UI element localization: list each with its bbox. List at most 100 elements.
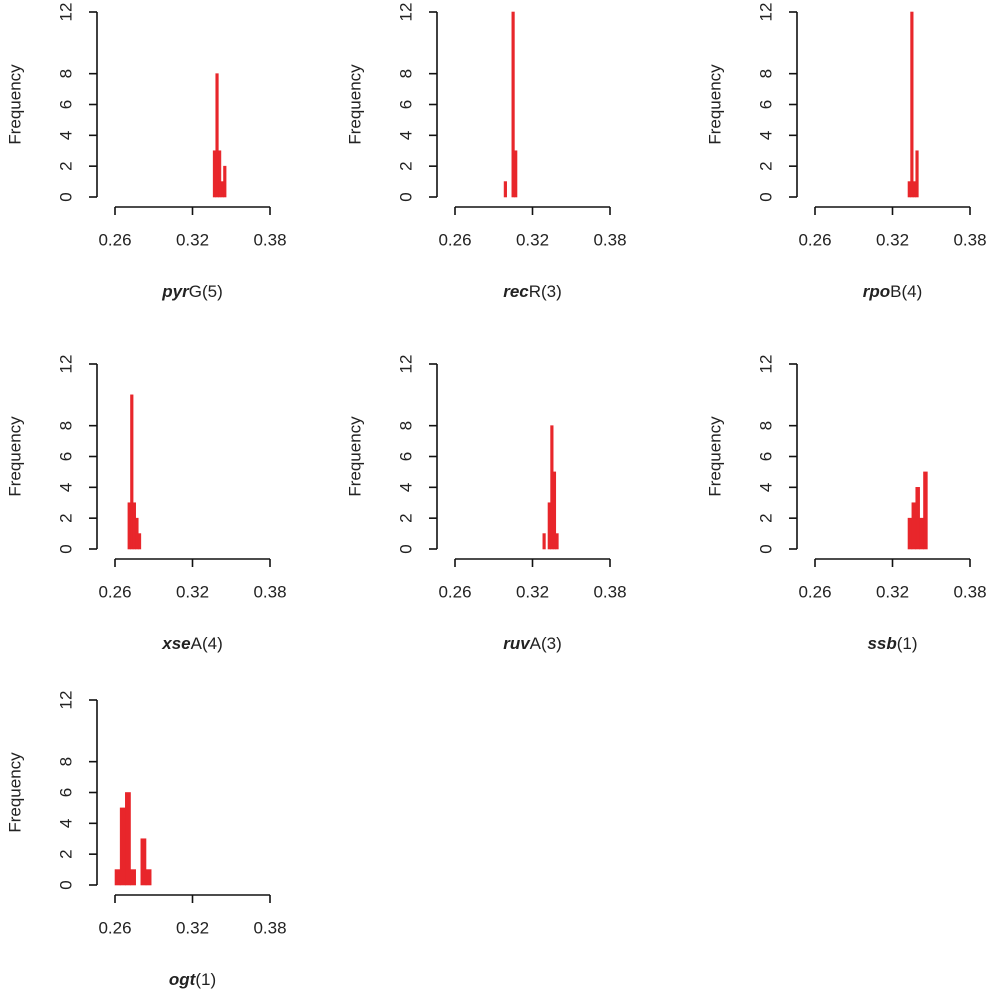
x-tick-label: 0.32 [176,230,209,249]
bar [514,150,518,198]
y-axis-label: Frequency [345,64,364,145]
x-tick-label: 0.26 [798,230,831,249]
x-tick-label: 0.26 [98,582,131,601]
x-axis-label-part: (1) [195,970,216,989]
x-tick-label: 0.26 [438,230,471,249]
y-tick-label: 2 [56,849,75,858]
x-axis-label: ruvA(3) [503,634,562,653]
bar [220,181,224,198]
y-tick-label: 6 [56,452,75,461]
x-tick-label: 0.26 [438,582,471,601]
bar [907,517,913,550]
y-tick-label: 12 [56,355,75,374]
x-axis-label-part: B(4) [890,282,922,301]
y-tick-label: 8 [756,69,775,78]
bar [503,181,507,198]
y-tick-label: 4 [56,819,75,828]
y-axis-label: Frequency [345,416,364,497]
y-axis-label: Frequency [705,64,724,145]
bar [550,425,554,550]
y-tick-label: 12 [56,691,75,710]
y-tick-label: 0 [56,544,75,553]
bar [215,73,219,198]
y-tick-label: 8 [56,757,75,766]
y-tick-label: 2 [756,161,775,170]
panel: 0 2 4 6 8 12 Frequency 0.26 0.32 0.38 pyrG(5) [5,3,286,302]
y-tick-label: 4 [56,483,75,492]
bar [915,150,919,198]
bar [132,502,136,550]
x-tick-label: 0.26 [98,230,131,249]
y-axis-label: Frequency [5,64,24,145]
y-tick-label: 8 [396,69,415,78]
bar [145,869,152,886]
x-tick-label: 0.38 [253,230,286,249]
y-tick-label: 8 [56,421,75,430]
x-tick-label: 0.26 [98,918,131,937]
y-tick-label: 6 [756,452,775,461]
x-tick-label: 0.32 [516,230,549,249]
y-axis-label: Frequency [705,416,724,497]
y-tick-label: 2 [396,161,415,170]
y-tick-label: 8 [396,421,415,430]
x-axis-label-part: R(3) [529,282,562,301]
x-axis-label-part: ruv [503,634,531,653]
bar [218,150,222,198]
y-tick-label: 12 [56,3,75,22]
x-axis-label-part: A(3) [530,634,562,653]
y-tick-label: 6 [756,100,775,109]
x-tick-label: 0.26 [798,582,831,601]
bar [130,869,136,886]
y-tick-label: 6 [396,452,415,461]
y-tick-label: 2 [396,513,415,522]
x-axis-label-part: G(5) [189,282,223,301]
x-axis-label: ogt(1) [169,970,216,989]
y-tick-label: 2 [56,161,75,170]
y-tick-label: 0 [56,880,75,889]
y-axis-label: Frequency [5,416,24,497]
x-tick-label: 0.32 [176,918,209,937]
y-tick-label: 2 [56,513,75,522]
y-tick-label: 12 [756,3,775,22]
y-tick-label: 6 [56,788,75,797]
panel: 0 2 4 6 8 12 Frequency 0.26 0.32 0.38 xseA(4) [5,355,286,654]
bar [130,394,134,550]
bar [912,181,917,198]
x-tick-label: 0.38 [953,582,986,601]
y-tick-label: 6 [396,100,415,109]
bar [919,517,924,550]
x-axis-label-part: ogt [169,970,197,989]
y-tick-label: 6 [56,100,75,109]
x-tick-label: 0.38 [593,230,626,249]
y-tick-label: 12 [756,355,775,374]
x-axis-label-part: rpo [863,282,890,301]
y-tick-label: 0 [756,544,775,553]
x-axis-label-part: ssb [867,634,896,653]
bar [140,838,147,886]
x-axis-label-part: xse [161,634,190,653]
bar [119,807,126,886]
x-tick-label: 0.32 [516,582,549,601]
panel: 0 2 4 6 8 12 Frequency 0.26 0.32 0.38 ogt(1) [5,691,286,990]
panel: 0 2 4 6 8 12 Frequency 0.26 0.32 0.38 ssb(1) [705,355,986,654]
panel: 0 2 4 6 8 12 Frequency 0.26 0.32 0.38 ruvA(3) [345,355,626,654]
x-tick-label: 0.38 [593,582,626,601]
y-tick-label: 4 [396,483,415,492]
bar [114,869,121,886]
bar [135,517,139,550]
bar [547,502,551,550]
x-tick-label: 0.38 [953,230,986,249]
x-axis-label-part: pyr [161,282,190,301]
bar [923,471,928,550]
y-tick-label: 8 [756,421,775,430]
x-axis-label-part: A(4) [191,634,223,653]
y-tick-label: 0 [396,192,415,201]
x-tick-label: 0.38 [253,582,286,601]
x-axis-label: pyrG(5) [161,282,222,301]
x-tick-label: 0.32 [876,230,909,249]
x-tick-label: 0.38 [253,918,286,937]
panel: 0 2 4 6 8 12 Frequency 0.26 0.32 0.38 recR(3) [345,3,626,302]
y-tick-label: 0 [396,544,415,553]
y-tick-label: 4 [56,131,75,140]
